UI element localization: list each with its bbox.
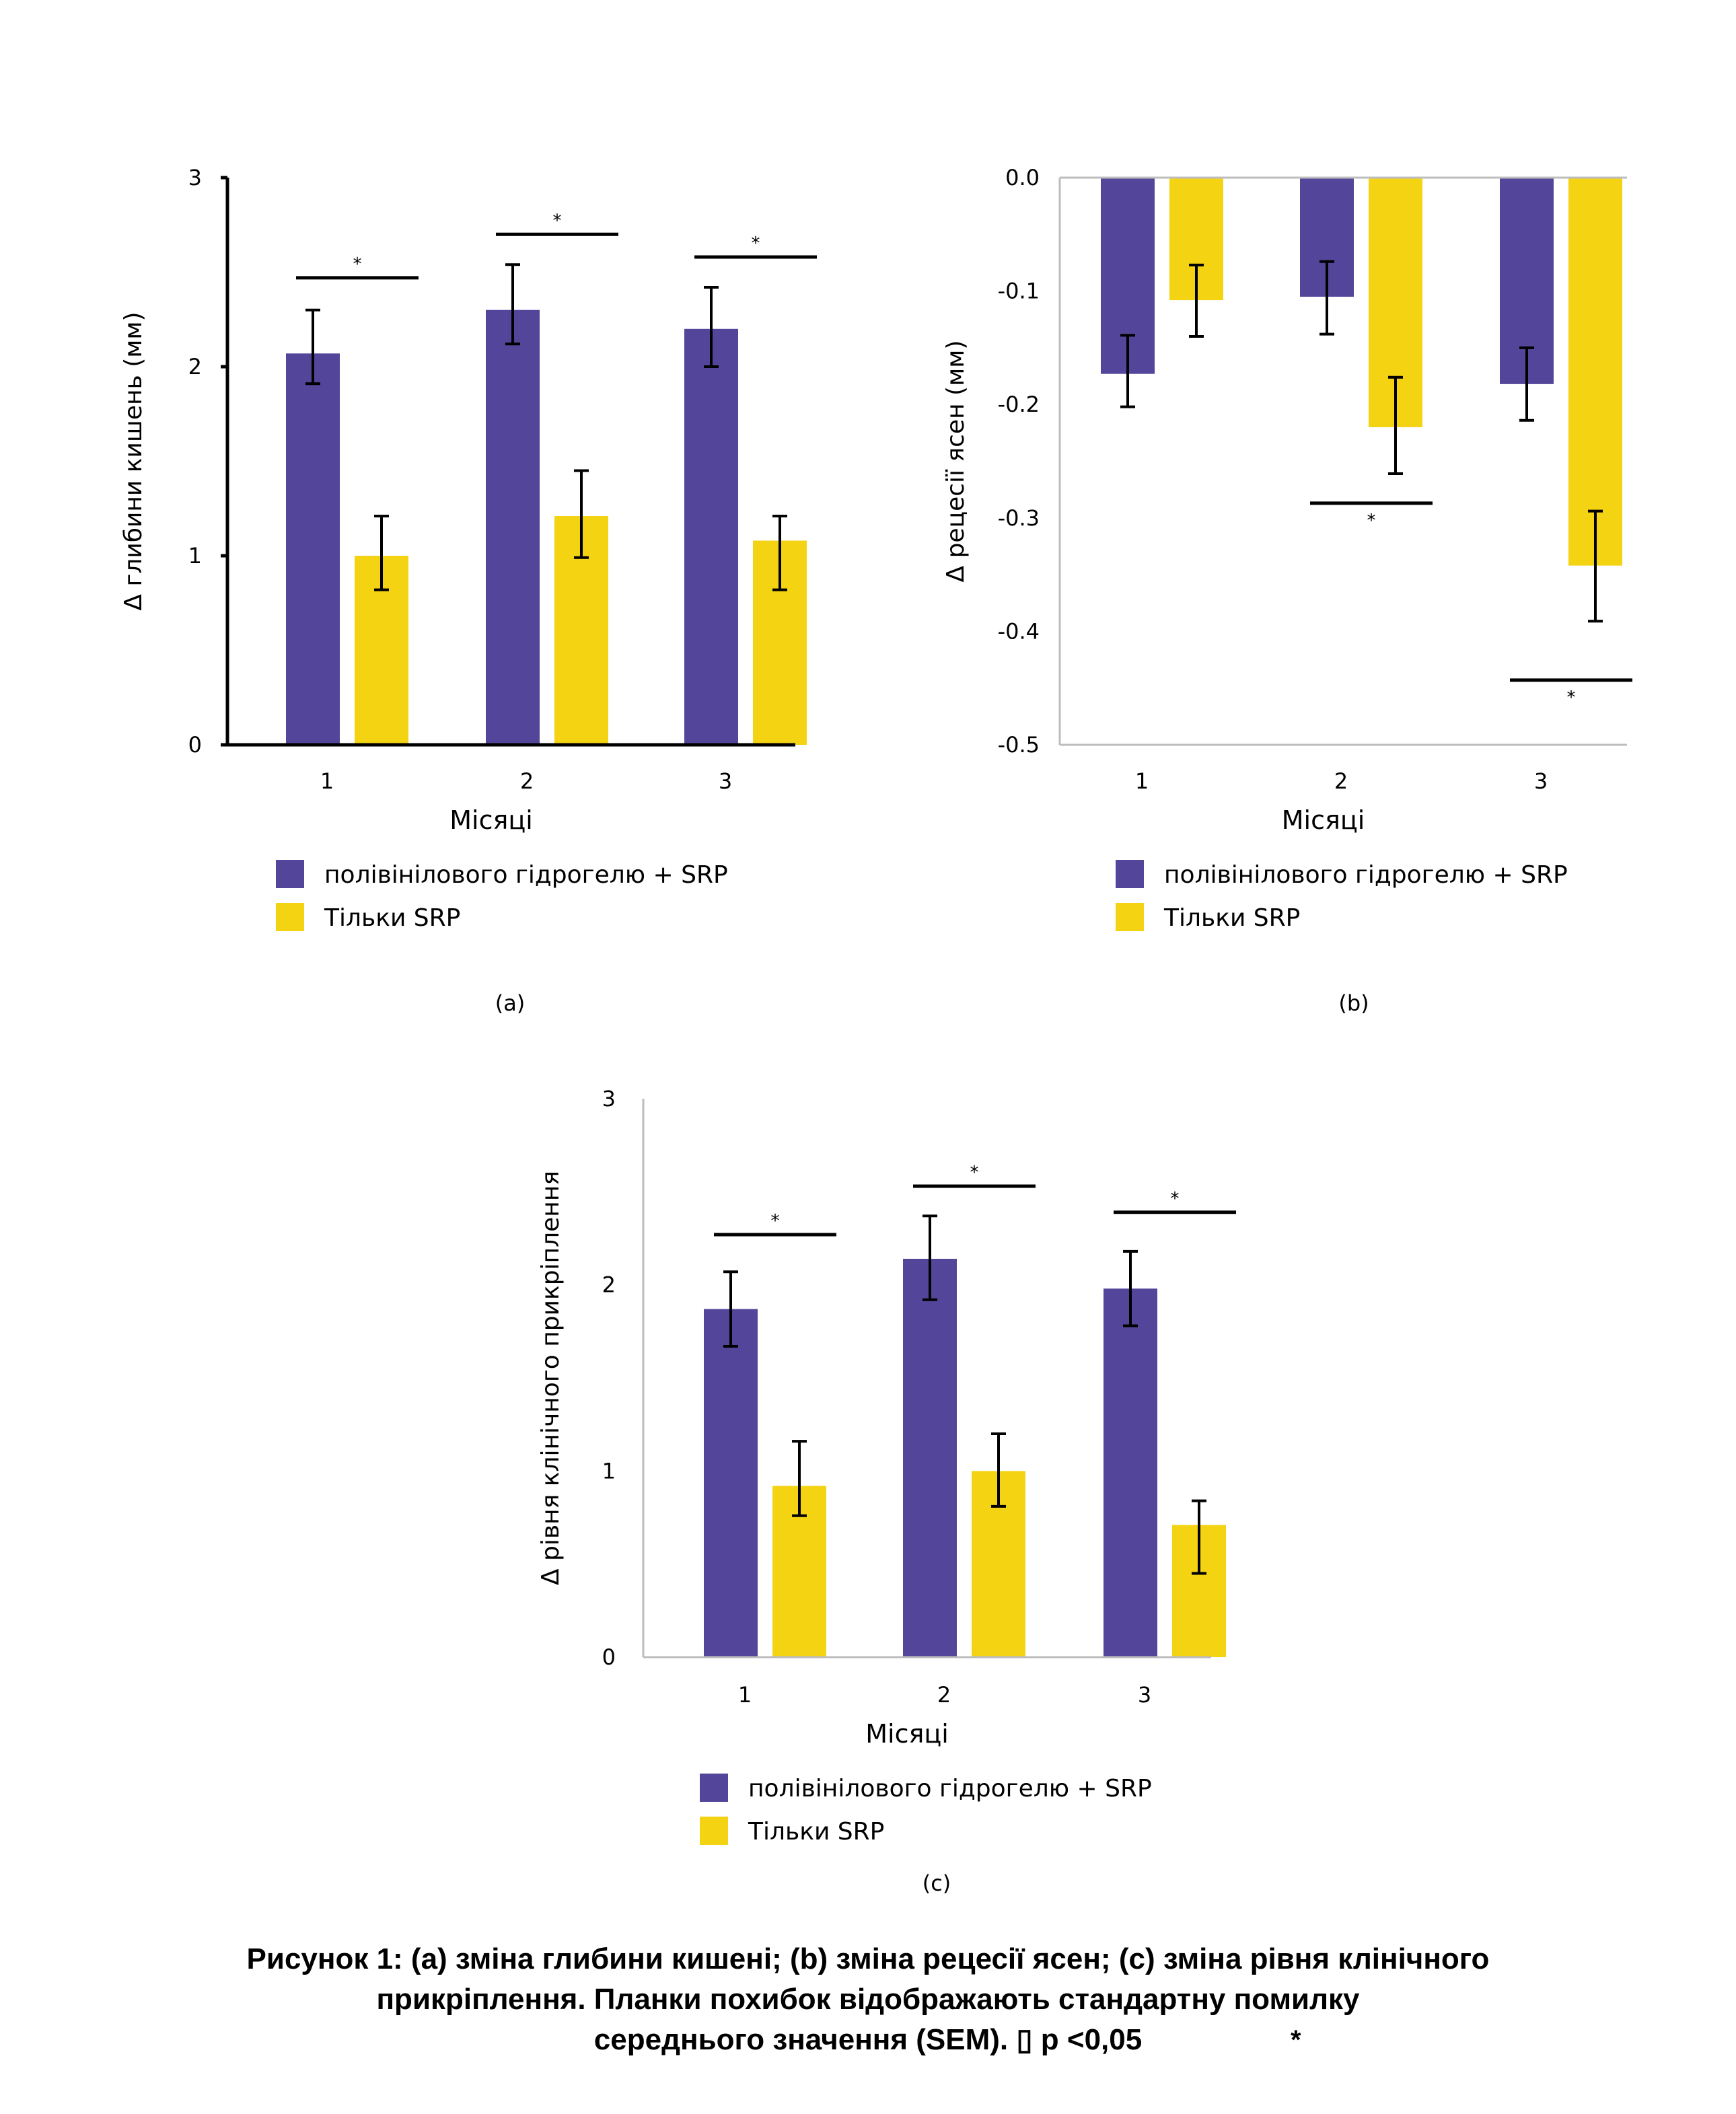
y-tick-label: -0.2 [998, 392, 1040, 417]
x-axis-title: Місяці [1282, 805, 1365, 835]
x-tick-label: 1 [320, 768, 334, 794]
x-tick-label: 2 [937, 1682, 951, 1708]
y-tick-label: 2 [188, 354, 202, 379]
chart-panel-c: 0 1 2 3 1 2 3 Місяці Δ рівня клінічного прикріпл… [537, 1086, 1236, 1896]
legend-swatch-srp-only [1116, 903, 1144, 931]
error-bar [505, 263, 520, 346]
caption-line-1: Рисунок 1: (a) зміна глибини кишені; (b)… [246, 1942, 1490, 1975]
error-bar [574, 469, 589, 559]
legend-swatch-hydrogel-srp [700, 1774, 728, 1802]
error-bar [792, 1440, 807, 1517]
panel-label: (c) [923, 1870, 951, 1896]
y-tick-label: 0 [602, 1644, 616, 1670]
panel-label: (a) [495, 990, 526, 1016]
x-tick-label: 3 [719, 768, 732, 794]
x-tick-label: 2 [1334, 768, 1348, 794]
error-bar [1588, 509, 1603, 623]
legend-label: Тільки SRP [1163, 904, 1300, 932]
caption-line-2: прикріплення. Планки похибок відображают… [376, 1983, 1360, 2016]
legend-swatch-srp-only [276, 903, 304, 931]
significance-star: * [771, 1211, 780, 1231]
error-bar [1192, 1499, 1206, 1575]
x-tick-label: 1 [1135, 768, 1149, 794]
error-bar [1123, 1249, 1138, 1327]
x-axis-title: Місяці [449, 805, 533, 835]
legend-swatch-hydrogel-srp [276, 860, 304, 888]
error-bar [305, 308, 320, 386]
bar-hydrogel-srp-month-1 [286, 353, 340, 745]
legend-label: Тільки SRP [324, 904, 460, 932]
y-tick-label: 2 [602, 1272, 616, 1298]
y-axis-title: Δ рецесії ясен (мм) [942, 340, 970, 583]
legend-label: полівінілового гідрогелю + SRP [1164, 861, 1568, 889]
error-bar [991, 1432, 1006, 1508]
error-bar [1189, 263, 1204, 338]
y-tick-label: 3 [188, 165, 202, 190]
error-bar [923, 1214, 937, 1301]
error-bar [772, 514, 787, 591]
legend-label: Тільки SRP [748, 1818, 884, 1846]
caption-line-3: середнього значення (SEM). ▯ p <0,05 [593, 2023, 1143, 2056]
bar-hydrogel-srp-month-3 [1104, 1288, 1157, 1657]
y-tick-label: 1 [188, 543, 202, 569]
y-tick-label: 1 [602, 1458, 616, 1484]
figure-caption: Рисунок 1: (a) зміна глибини кишені; (b)… [0, 1939, 1736, 2060]
y-axis-title: Δ рівня клінічного прикріплення [537, 1171, 565, 1585]
legend-label: полівінілового гідрогелю + SRP [324, 861, 728, 889]
caption-significance-star: * [1291, 2025, 1301, 2055]
error-bar [723, 1270, 738, 1348]
y-axis-title: Δ глибини кишень (мм) [120, 312, 147, 610]
significance-star: * [1367, 511, 1376, 531]
x-axis-title: Місяці [865, 1719, 949, 1749]
legend-swatch-srp-only [700, 1817, 728, 1845]
legend-label: полівінілового гідрогелю + SRP [748, 1775, 1152, 1802]
y-tick-label: -0.4 [998, 618, 1040, 644]
error-bar [1120, 334, 1135, 408]
chart-panel-a: 0 1 2 3 1 2 3 Місяці Δ глибини кишень (мм) * * * пол… [120, 165, 817, 1016]
bar-hydrogel-srp-month-2 [486, 309, 540, 745]
legend-swatch-hydrogel-srp [1116, 860, 1144, 888]
x-tick-label: 2 [520, 768, 534, 794]
bar-srp-only-month-3 [1568, 178, 1622, 566]
x-tick-label: 3 [1138, 1682, 1151, 1708]
panel-label: (b) [1338, 990, 1369, 1016]
error-bar [1519, 346, 1534, 422]
significance-star: * [752, 233, 760, 254]
chart-panel-b: 0.0 -0.1 -0.2 -0.3 -0.4 -0.5 1 2 3 Місяці Δ рецесі… [942, 165, 1632, 1016]
significance-star: * [970, 1163, 979, 1183]
y-tick-label: 0.0 [1005, 165, 1040, 190]
x-tick-label: 3 [1534, 768, 1548, 794]
significance-star: * [1171, 1189, 1180, 1209]
bar-hydrogel-srp-month-2 [903, 1258, 957, 1657]
y-tick-label: -0.5 [998, 732, 1040, 758]
error-bar [374, 514, 389, 591]
error-bar [1388, 375, 1403, 476]
bar-hydrogel-srp-month-1 [704, 1309, 758, 1657]
y-tick-label: 0 [188, 732, 202, 758]
significance-star: * [1567, 688, 1576, 708]
x-tick-label: 1 [738, 1682, 752, 1708]
y-tick-label: 3 [602, 1086, 616, 1111]
y-tick-label: -0.1 [998, 279, 1040, 304]
bar-hydrogel-srp-month-3 [684, 328, 738, 745]
significance-star: * [353, 254, 362, 275]
significance-star: * [553, 211, 562, 231]
y-tick-label: -0.3 [998, 505, 1040, 531]
error-bar [1319, 260, 1334, 336]
error-bar [704, 285, 719, 368]
